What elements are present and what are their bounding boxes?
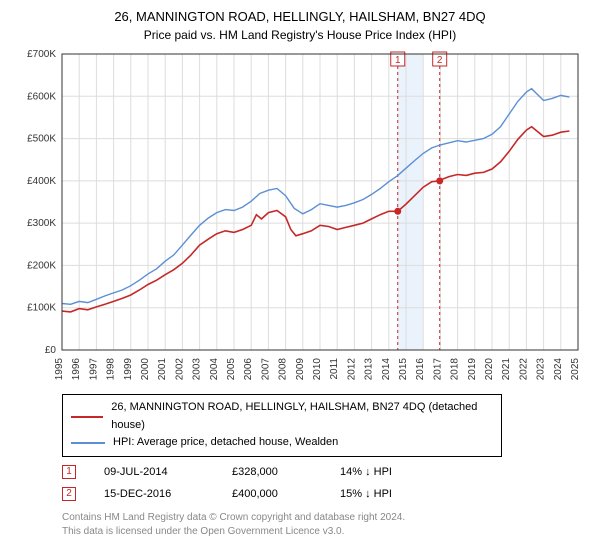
legend-box: 26, MANNINGTON ROAD, HELLINGLY, HAILSHAM… xyxy=(62,394,502,457)
sale-vs-hpi: 14% ↓ HPI xyxy=(340,466,392,478)
svg-text:2021: 2021 xyxy=(501,358,512,381)
chart-subtitle: Price paid vs. HM Land Registry's House … xyxy=(12,28,588,42)
svg-text:2001: 2001 xyxy=(157,358,168,381)
svg-text:1997: 1997 xyxy=(88,358,99,381)
sale-row: 1 09-JUL-2014 £328,000 14% ↓ HPI xyxy=(62,465,588,479)
legend-row: 26, MANNINGTON ROAD, HELLINGLY, HAILSHAM… xyxy=(71,399,493,434)
svg-text:2009: 2009 xyxy=(295,358,306,381)
svg-text:2008: 2008 xyxy=(278,358,289,381)
svg-text:2017: 2017 xyxy=(432,358,443,381)
legend-label: 26, MANNINGTON ROAD, HELLINGLY, HAILSHAM… xyxy=(111,399,493,434)
svg-text:1996: 1996 xyxy=(71,358,82,381)
svg-text:2003: 2003 xyxy=(192,358,203,381)
svg-text:2002: 2002 xyxy=(174,358,185,381)
svg-text:£100K: £100K xyxy=(27,303,56,314)
chart-title: 26, MANNINGTON ROAD, HELLINGLY, HAILSHAM… xyxy=(12,8,588,26)
svg-text:£200K: £200K xyxy=(27,261,56,272)
legend-row: HPI: Average price, detached house, Weal… xyxy=(71,434,493,452)
chart-area: £0 £100K £200K £300K £400K £500K £600K £700K 199… xyxy=(12,48,588,388)
svg-text:2010: 2010 xyxy=(312,358,323,381)
sale-date: 09-JUL-2014 xyxy=(104,466,204,478)
svg-text:1998: 1998 xyxy=(106,358,117,381)
sale-price: £400,000 xyxy=(232,488,312,500)
svg-text:2019: 2019 xyxy=(467,358,478,381)
sales-table: 1 09-JUL-2014 £328,000 14% ↓ HPI 2 15-DEC-201… xyxy=(12,465,588,501)
line-chart-svg: £0 £100K £200K £300K £400K £500K £600K £700K 199… xyxy=(12,48,588,388)
sale-marker-number: 2 xyxy=(62,487,76,501)
svg-text:£500K: £500K xyxy=(27,134,56,145)
svg-text:2023: 2023 xyxy=(536,358,547,381)
svg-text:2016: 2016 xyxy=(415,358,426,381)
svg-text:£0: £0 xyxy=(45,345,57,356)
svg-text:2007: 2007 xyxy=(260,358,271,381)
svg-text:2005: 2005 xyxy=(226,358,237,381)
svg-text:2012: 2012 xyxy=(346,358,357,381)
svg-text:1999: 1999 xyxy=(123,358,134,381)
svg-text:2018: 2018 xyxy=(450,358,461,381)
svg-text:2025: 2025 xyxy=(570,358,581,381)
sale-vs-hpi: 15% ↓ HPI xyxy=(340,488,392,500)
svg-text:2013: 2013 xyxy=(364,358,375,381)
svg-text:2014: 2014 xyxy=(381,358,392,381)
legend-swatch xyxy=(71,442,105,444)
svg-text:2006: 2006 xyxy=(243,358,254,381)
svg-text:2024: 2024 xyxy=(553,358,564,381)
svg-text:£400K: £400K xyxy=(27,176,56,187)
svg-text:1: 1 xyxy=(395,55,401,66)
svg-text:£700K: £700K xyxy=(27,49,56,60)
legend-swatch xyxy=(71,416,103,418)
svg-text:2000: 2000 xyxy=(140,358,151,381)
sale-row: 2 15-DEC-2016 £400,000 15% ↓ HPI xyxy=(62,487,588,501)
svg-text:1995: 1995 xyxy=(54,358,65,381)
sale-date: 15-DEC-2016 xyxy=(104,488,204,500)
attribution-text: Contains HM Land Registry data © Crown c… xyxy=(62,511,588,539)
svg-text:2022: 2022 xyxy=(518,358,529,381)
svg-text:£300K: £300K xyxy=(27,218,56,229)
svg-text:2004: 2004 xyxy=(209,358,220,381)
sale-price: £328,000 xyxy=(232,466,312,478)
svg-text:2: 2 xyxy=(437,55,443,66)
svg-text:2011: 2011 xyxy=(329,358,340,380)
svg-text:£600K: £600K xyxy=(27,91,56,102)
legend-label: HPI: Average price, detached house, Weal… xyxy=(113,434,338,452)
svg-text:2015: 2015 xyxy=(398,358,409,381)
sale-marker-number: 1 xyxy=(62,465,76,479)
svg-text:2020: 2020 xyxy=(484,358,495,381)
